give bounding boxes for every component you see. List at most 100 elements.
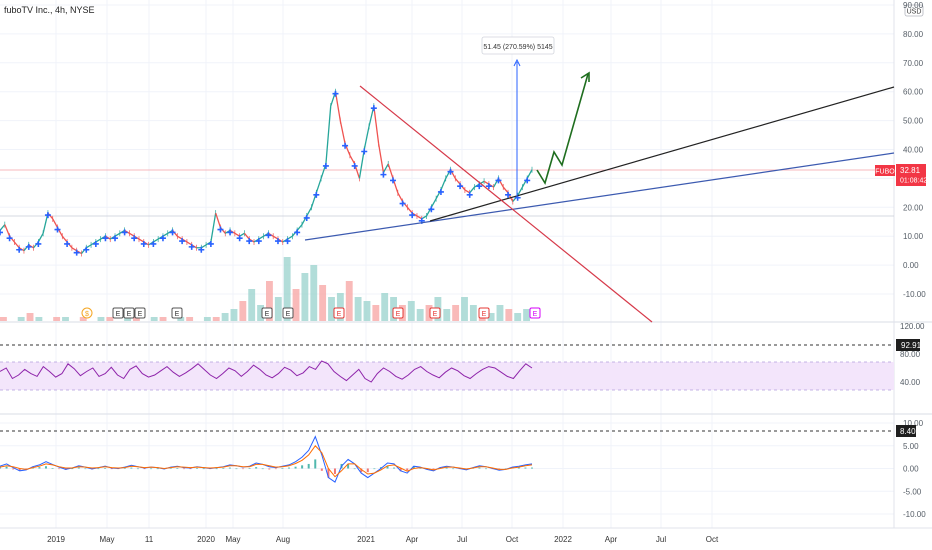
macd-histogram-bar — [261, 468, 264, 470]
macd-histogram-bar — [169, 468, 172, 469]
macd-histogram-bar — [327, 468, 330, 478]
currency-badge[interactable] — [904, 4, 924, 17]
macd-histogram-bar — [419, 468, 422, 469]
macd-histogram-bar — [25, 468, 28, 470]
price-tick: 80.00 — [903, 30, 924, 39]
earnings-event-icon — [478, 307, 490, 319]
macd-axis[interactable]: 10.00 5.00 0.00 -5.00 -10.00 — [903, 419, 926, 519]
macd-histogram-bar — [51, 468, 54, 469]
macd-histogram-bar — [18, 468, 21, 471]
macd-histogram-bar — [5, 466, 8, 469]
macd-histogram-bar — [366, 468, 369, 473]
macd-histogram-bar — [432, 468, 435, 470]
macd-histogram-bar — [182, 468, 185, 470]
macd-histogram-bar — [393, 467, 396, 469]
price-marker — [370, 105, 377, 112]
price-tick: 40.00 — [903, 146, 924, 155]
price-marker — [159, 235, 166, 242]
price-marker — [322, 162, 329, 169]
volume-bar — [79, 317, 87, 321]
macd-histogram-bar — [196, 468, 199, 469]
macd-histogram-bar — [222, 468, 225, 469]
price-tick: 10.00 — [903, 232, 924, 241]
volume-bar — [186, 317, 194, 321]
price-marker — [35, 240, 42, 247]
time-axis[interactable]: 2019 May 11 2020 May Aug 2021 Apr Jul Oct 2022 Apr J… — [47, 535, 719, 544]
projection-path[interactable] — [536, 73, 589, 185]
price-markers — [0, 90, 531, 256]
price-marker — [188, 243, 195, 250]
price-marker — [495, 177, 502, 184]
volume-bar — [425, 305, 433, 321]
macd-histogram-bar — [504, 468, 507, 470]
macd-histogram-bar — [110, 468, 113, 470]
macd-histogram-bar — [314, 459, 317, 469]
price-marker — [92, 240, 99, 247]
currency-label: USD — [907, 9, 922, 16]
macd-histogram-bar — [12, 468, 15, 470]
price-segment — [382, 163, 389, 173]
volume-bar — [17, 317, 25, 321]
price-marker — [485, 183, 492, 190]
event-label: E — [337, 311, 342, 318]
event-label: E — [127, 311, 132, 318]
trendline-black[interactable] — [429, 86, 895, 222]
macd-histogram-bar — [333, 468, 336, 474]
price-segment — [363, 126, 370, 150]
event-label: E — [533, 311, 538, 318]
price-tick: 50.00 — [903, 117, 924, 126]
macd-histogram-bar — [531, 467, 533, 469]
price-segment — [325, 106, 332, 165]
price-segment — [430, 198, 437, 208]
price-marker — [466, 191, 473, 198]
price-marker — [265, 232, 272, 239]
rsi-tick: 80.00 — [900, 350, 921, 359]
price-marker — [169, 229, 176, 236]
price-marker — [121, 229, 128, 236]
trendline-blue[interactable] — [304, 152, 895, 241]
price-marker — [399, 200, 406, 207]
macd-histogram-bar — [228, 467, 231, 469]
rsi-value-text: 92.91 — [901, 341, 922, 350]
price-marker — [409, 212, 416, 219]
earnings-event-icon — [392, 307, 404, 319]
macd-histogram-bar — [353, 468, 356, 470]
price-tick: 20.00 — [903, 203, 924, 212]
macd-histogram-bar — [156, 468, 159, 470]
rsi-tick: 120.00 — [900, 322, 925, 331]
price-marker — [332, 90, 339, 97]
time-label: May — [99, 535, 114, 544]
volume-bar — [203, 317, 211, 321]
rsi-axis[interactable]: 120.00 80.00 40.00 — [900, 322, 925, 387]
rsi-value-box — [896, 339, 920, 351]
price-marker — [44, 212, 51, 219]
volume-bar — [372, 305, 380, 321]
event-label: E — [396, 311, 401, 318]
price-marker — [255, 238, 262, 245]
macd-histogram-bar — [84, 468, 87, 470]
volume-bar — [230, 309, 238, 321]
volume-bar — [328, 297, 335, 321]
price-marker — [179, 238, 186, 245]
measure-label[interactable]: 51.45 (270.59%) 5145 — [481, 36, 555, 55]
earnings-event-icon — [171, 307, 183, 319]
macd-histogram-bar — [202, 468, 205, 470]
trendline-red[interactable] — [359, 85, 653, 323]
volume-bar — [133, 317, 140, 321]
macd-histogram-bar — [287, 467, 290, 469]
volume-bar — [319, 285, 327, 321]
events-row[interactable]: $ E E E E E E E E E E E — [81, 307, 541, 319]
macd-histogram-bar — [399, 468, 402, 472]
price-segment — [315, 178, 322, 194]
volume-bar — [212, 317, 220, 321]
macd-tick: -5.00 — [903, 487, 922, 496]
macd-histogram-bar — [406, 468, 409, 471]
earnings-event-icon — [429, 307, 441, 319]
volume-bar — [0, 317, 7, 321]
time-label: Apr — [605, 535, 618, 544]
price-tick: 90.00 — [903, 1, 924, 10]
time-label: Jul — [656, 535, 666, 544]
dividend-event-icon — [81, 307, 93, 319]
price-marker — [25, 243, 32, 250]
